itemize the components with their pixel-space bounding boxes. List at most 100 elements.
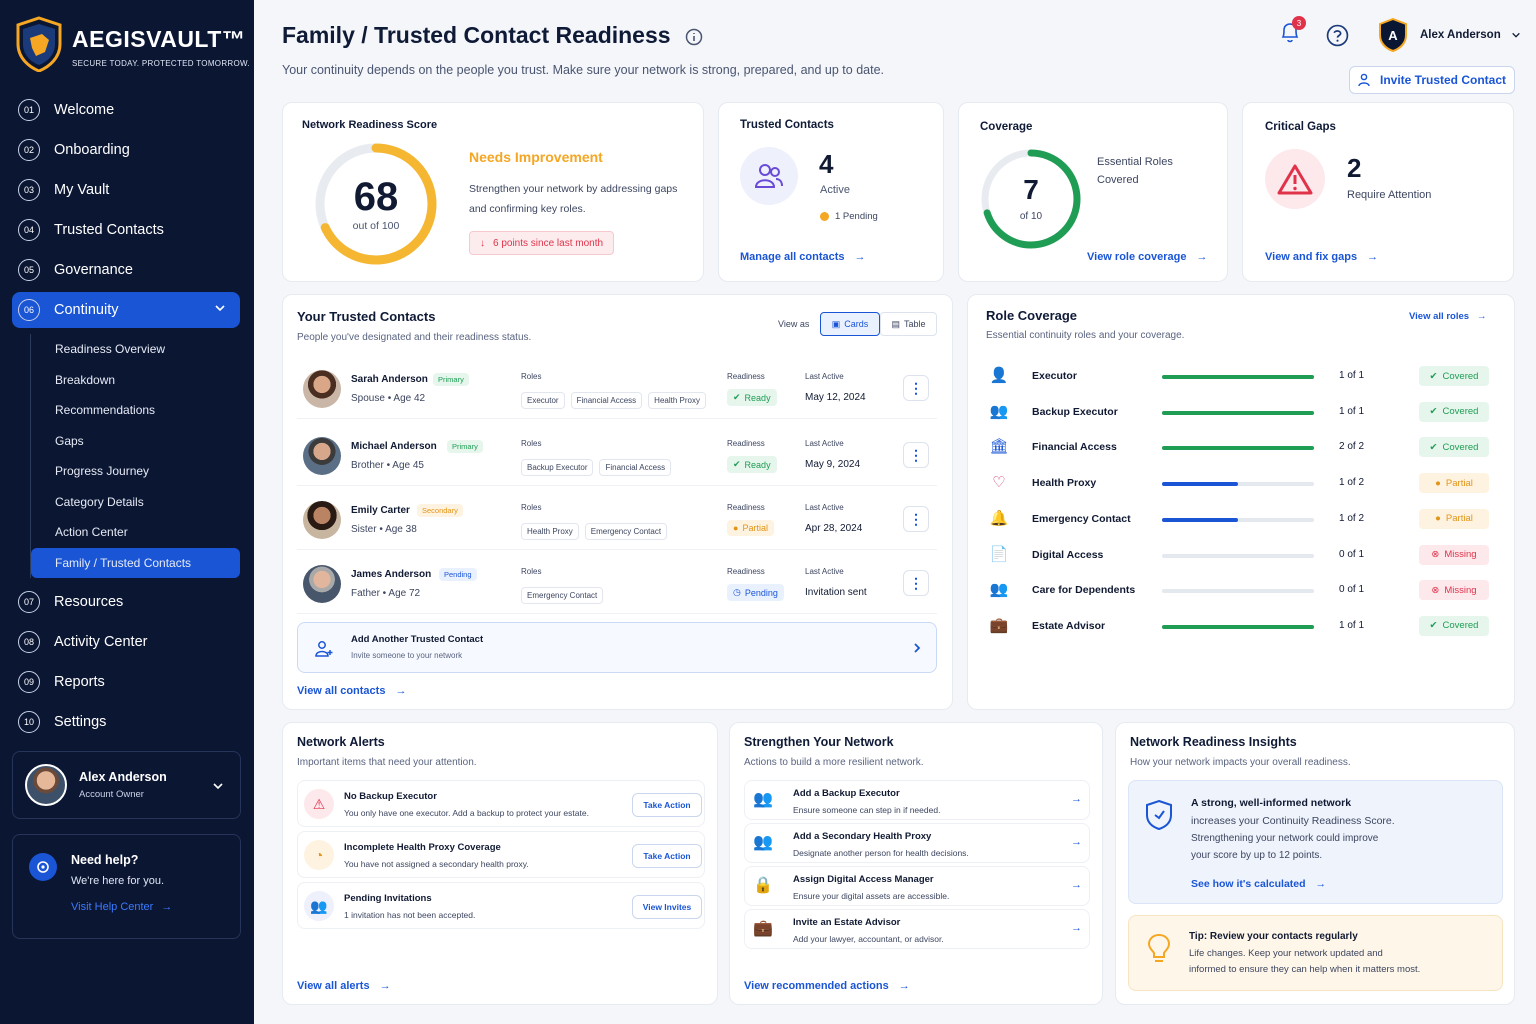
- alert-row: 👥 Pending Invitations 1 invitation has n…: [297, 882, 705, 929]
- action-text: Add your lawyer, accountant, or advisor.: [793, 934, 944, 944]
- role-row[interactable]: 💼 Estate Advisor 1 of 1 ✔ Covered: [986, 611, 1496, 647]
- nav-resources[interactable]: 07 Resources: [12, 582, 240, 622]
- view-all-alerts-label: View all alerts: [297, 980, 370, 992]
- view-all-roles-link[interactable]: View all roles →: [1409, 311, 1487, 322]
- role-row[interactable]: 🏛 Financial Access 2 of 2 ✔ Covered: [986, 432, 1496, 468]
- view-role-coverage-link[interactable]: View role coverage →: [1087, 251, 1207, 263]
- kebab-menu-icon: ⋮: [909, 446, 923, 463]
- alert-action-button[interactable]: Take Action: [632, 844, 702, 868]
- role-row[interactable]: 👤 Executor 1 of 1 ✔ Covered: [986, 361, 1496, 397]
- role-progress-fill: [1162, 410, 1314, 415]
- info-icon[interactable]: [685, 28, 703, 46]
- role-progress-bar: [1162, 375, 1314, 379]
- visit-help-center-link[interactable]: Visit Help Center →: [71, 901, 226, 913]
- nav-settings[interactable]: 10 Settings: [12, 702, 240, 742]
- nav-number: 04: [18, 219, 40, 241]
- user-role: Account Owner: [79, 789, 144, 800]
- role-status-text: Partial: [1445, 477, 1473, 489]
- add-another-contact-row[interactable]: Add Another Trusted Contact Invite someo…: [297, 622, 937, 673]
- nav-my-vault[interactable]: 03 My Vault: [12, 170, 240, 210]
- role-row[interactable]: 👥 Backup Executor 1 of 1 ✔ Covered: [986, 397, 1496, 433]
- view-all-contacts-link[interactable]: View all contacts →: [297, 685, 406, 697]
- alert-action-button[interactable]: Take Action: [632, 793, 702, 817]
- subnav-progress-journey[interactable]: Progress Journey: [55, 464, 150, 479]
- arrow-right-icon: →: [1367, 251, 1379, 263]
- nav-trusted-contacts[interactable]: 04 Trusted Contacts: [12, 210, 240, 250]
- subnav-gaps[interactable]: Gaps: [55, 433, 84, 448]
- nav-onboarding[interactable]: 02 Onboarding: [12, 130, 240, 170]
- role-row[interactable]: 📄 Digital Access 0 of 1 ⊗ Missing: [986, 540, 1496, 576]
- nav-label: Activity Center: [54, 634, 148, 650]
- contact-row[interactable]: Emily Carter Sister • Age 38 Secondary R…: [297, 488, 937, 550]
- role-progress-bar: [1162, 589, 1314, 594]
- action-text: Designate another person for health deci…: [793, 848, 969, 858]
- more-options-button[interactable]: ⋮: [903, 442, 929, 468]
- view-all-alerts-link[interactable]: View all alerts →: [297, 980, 391, 992]
- strengthen-action-row[interactable]: 💼 Invite an Estate Advisor Add your lawy…: [744, 909, 1090, 949]
- headset-icon: [29, 853, 57, 881]
- strengthen-action-row[interactable]: 👥 Add a Secondary Health Proxy Designate…: [744, 823, 1090, 863]
- contact-row[interactable]: Michael Anderson Brother • Age 45 Primar…: [297, 424, 937, 486]
- kebab-menu-icon: ⋮: [909, 510, 923, 527]
- view-table-toggle[interactable]: ▤ Table: [880, 312, 937, 336]
- nav-number: 06: [18, 299, 40, 321]
- subnav-family-trusted-contacts[interactable]: Family / Trusted Contacts: [31, 547, 240, 578]
- view-cards-toggle[interactable]: ▣ Cards: [820, 312, 880, 336]
- readiness-status-badge: ● Partial: [727, 520, 774, 536]
- role-row[interactable]: 👥 Care for Dependents 0 of 1 ⊗ Missing: [986, 575, 1496, 611]
- nav-governance[interactable]: 05 Governance: [12, 250, 240, 290]
- see-how-calculated-link[interactable]: See how it's calculated →: [1191, 878, 1326, 890]
- roles-label: Roles: [521, 567, 542, 576]
- nav-activity-center[interactable]: 08 Activity Center: [12, 622, 240, 662]
- role-name: Health Proxy: [1032, 477, 1097, 490]
- action-title: Invite an Estate Advisor: [793, 917, 901, 928]
- action-title: Add a Backup Executor: [793, 788, 900, 799]
- manage-all-contacts-link[interactable]: Manage all contacts →: [740, 251, 866, 263]
- role-row[interactable]: ♡ Health Proxy 1 of 2 ● Partial: [986, 468, 1496, 504]
- contact-row[interactable]: James Anderson Father • Age 72 Pending R…: [297, 552, 937, 614]
- subnav-breakdown[interactable]: Breakdown: [55, 372, 116, 387]
- strengthen-action-row[interactable]: 🔒 Assign Digital Access Manager Ensure y…: [744, 866, 1090, 906]
- view-and-fix-gaps-link[interactable]: View and fix gaps →: [1265, 251, 1378, 263]
- view-recommended-actions-link[interactable]: View recommended actions →: [744, 980, 910, 992]
- subnav-category-details[interactable]: Category Details: [55, 494, 144, 509]
- notification-bell-icon[interactable]: 3: [1279, 16, 1306, 44]
- subnav-readiness-overview[interactable]: Readiness Overview: [55, 342, 166, 357]
- subnav-recommendations[interactable]: Recommendations: [55, 403, 156, 418]
- nav-reports[interactable]: 09 Reports: [12, 662, 240, 702]
- contact-row[interactable]: Sarah Anderson Spouse • Age 42 Primary R…: [297, 357, 937, 419]
- strengthen-action-row[interactable]: 👥 Add a Backup Executor Ensure someone c…: [744, 780, 1090, 820]
- more-options-button[interactable]: ⋮: [903, 570, 929, 596]
- brand-logo[interactable]: AEGISVAULT™ SECURE TODAY. PROTECTED TOMO…: [16, 16, 250, 72]
- insight-box: A strong, well-informed network increase…: [1128, 780, 1503, 904]
- shield-check-icon: [1146, 799, 1172, 831]
- contact-detail: Brother • Age 45: [351, 460, 424, 471]
- subnav-action-center[interactable]: Action Center: [55, 525, 128, 540]
- tip-box: Tip: Review your contacts regularly Life…: [1128, 915, 1503, 991]
- invite-trusted-contact-button[interactable]: Invite Trusted Contact: [1349, 66, 1515, 94]
- more-options-button[interactable]: ⋮: [903, 506, 929, 532]
- main-nav: 01 Welcome 02 Onboarding 03 My Vault 04 Trus…: [12, 90, 240, 742]
- arrow-down-icon: ↓: [480, 237, 485, 249]
- sidebar-user-card[interactable]: Alex Anderson Account Owner: [12, 751, 241, 819]
- more-options-button[interactable]: ⋮: [903, 375, 929, 401]
- add-contact-title: Add Another Trusted Contact: [351, 634, 484, 645]
- help-circle-icon[interactable]: [1326, 24, 1349, 47]
- user-name: Alex Anderson: [79, 770, 167, 784]
- alert-title: No Backup Executor: [344, 791, 437, 802]
- role-row[interactable]: 🔔 Emergency Contact 1 of 2 ● Partial: [986, 504, 1496, 540]
- action-icon: 👥: [753, 834, 773, 851]
- coverage-label: Essential Roles Covered: [1097, 156, 1173, 186]
- alert-action-button[interactable]: View Invites: [632, 895, 702, 919]
- trusted-count: 4: [819, 149, 834, 179]
- alert-icon: ⚠: [304, 789, 334, 819]
- contact-photo: [303, 437, 341, 475]
- shield-logo-icon: [16, 16, 62, 72]
- tip-line2: informed to ensure they can help when it…: [1189, 964, 1421, 975]
- brand-name: AEGISVAULT™: [72, 26, 246, 52]
- user-menu[interactable]: A Alex Anderson: [1378, 18, 1521, 52]
- nav-welcome[interactable]: 01 Welcome: [12, 90, 240, 130]
- nav-continuity[interactable]: 06 Continuity: [12, 292, 240, 328]
- arrow-right-icon: →: [395, 685, 407, 697]
- contact-badge: Primary: [433, 373, 469, 386]
